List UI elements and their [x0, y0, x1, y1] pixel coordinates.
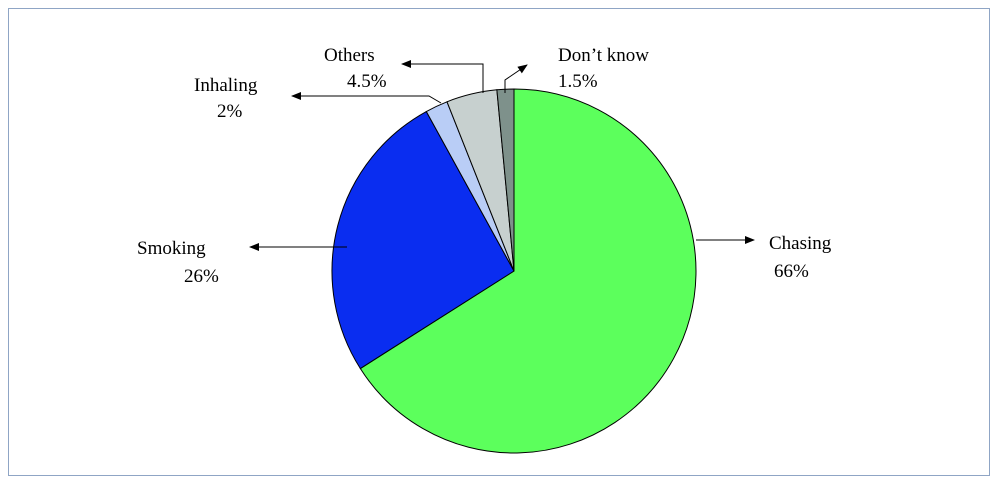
slice-label-smoking: Smoking — [137, 238, 206, 259]
slice-value-smoking: 26% — [184, 266, 219, 287]
pie-slices — [331, 88, 697, 454]
leader-line-others — [401, 60, 484, 93]
slice-value-dont-know: 1.5% — [558, 71, 598, 92]
leader-line-inhaling — [291, 92, 442, 104]
slice-label-chasing: Chasing — [769, 233, 832, 254]
slice-value-others: 4.5% — [347, 71, 387, 92]
slice-value-inhaling: 2% — [217, 101, 243, 122]
slice-label-dont-know: Don’t know — [558, 45, 649, 66]
leader-lines — [249, 60, 755, 251]
pie-slice-chasing — [359, 88, 697, 454]
slice-value-chasing: 66% — [774, 261, 809, 282]
slice-label-others: Others — [324, 45, 375, 66]
pie-slice-smoking — [331, 110, 515, 370]
pie-chart: Chasing 66% Smoking 26% Inhaling 2% Othe… — [137, 45, 832, 454]
chart-frame: Chasing 66% Smoking 26% Inhaling 2% Othe… — [8, 8, 990, 476]
leader-line-dont-know — [504, 64, 528, 93]
slice-label-inhaling: Inhaling — [194, 75, 258, 96]
